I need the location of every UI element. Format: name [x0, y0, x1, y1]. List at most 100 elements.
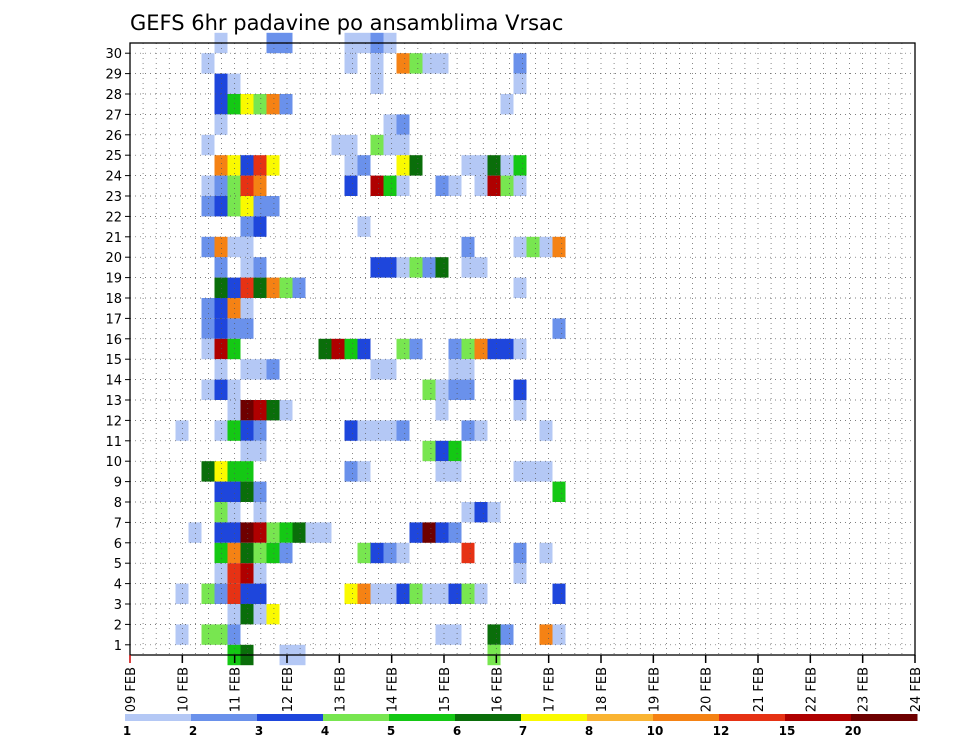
- heatmap-cell: [422, 257, 436, 278]
- heatmap-cell: [214, 522, 228, 543]
- heatmap-cell: [396, 155, 410, 176]
- colorbar-label: 12: [713, 724, 730, 738]
- y-tick-label: 7: [114, 516, 122, 531]
- heatmap-cell: [266, 604, 280, 625]
- heatmap-cell: [266, 94, 280, 115]
- colorbar-label: 6: [453, 724, 461, 738]
- heatmap-cell: [513, 155, 527, 176]
- heatmap-cell: [500, 624, 514, 645]
- heatmap-cell: [383, 420, 397, 441]
- x-tick-label: 21 FEB: [752, 667, 767, 712]
- heatmap-cell: [357, 461, 371, 482]
- y-tick-label: 30: [105, 47, 122, 62]
- x-tick-label: 18 FEB: [595, 667, 610, 712]
- heatmap-cell: [240, 257, 254, 278]
- heatmap-cell: [201, 338, 215, 360]
- heatmap-cell: [227, 563, 241, 584]
- heatmap-cell: [253, 257, 267, 278]
- heatmap-cell: [461, 379, 475, 400]
- colorbar-label: 8: [585, 724, 593, 738]
- heatmap-cell: [240, 481, 254, 502]
- heatmap-cell: [240, 94, 254, 115]
- x-tick-label: 20 FEB: [700, 667, 715, 712]
- colorbar-label: 4: [321, 724, 329, 738]
- colorbar-label: 1: [123, 724, 131, 738]
- heatmap-cell: [253, 583, 267, 604]
- y-tick-label: 3: [114, 598, 122, 613]
- heatmap-cell: [201, 379, 215, 400]
- heatmap-cell: [318, 522, 332, 543]
- heatmap-cell: [487, 338, 501, 360]
- heatmap-cell: [474, 175, 488, 196]
- heatmap-cell: [370, 175, 384, 196]
- heatmap-cell: [266, 277, 280, 298]
- heatmap-cell: [305, 522, 319, 543]
- heatmap-cell: [344, 175, 358, 196]
- heatmap-cell: [396, 542, 410, 564]
- heatmap-cell: [214, 175, 228, 196]
- x-tick-label: 14 FEB: [386, 667, 401, 712]
- colorbar-label: 15: [779, 724, 796, 738]
- heatmap-cell: [435, 175, 449, 196]
- heatmap-cell: [357, 155, 371, 176]
- heatmap-cell: [435, 379, 449, 400]
- heatmap-cell: [552, 236, 566, 258]
- heatmap-cell: [266, 155, 280, 176]
- heatmap-cell: [435, 624, 449, 645]
- heatmap-cell: [448, 583, 462, 604]
- chart-title: GEFS 6hr padavine po ansamblima Vrsac: [130, 11, 563, 35]
- heatmap-cell: [240, 604, 254, 625]
- y-tick-label: 25: [105, 149, 122, 164]
- heatmap-cell: [461, 338, 475, 360]
- heatmap-cell: [253, 155, 267, 176]
- y-tick-label: 9: [114, 476, 122, 491]
- colorbar-swatch: [125, 714, 192, 721]
- heatmap-cell: [344, 420, 358, 441]
- heatmap-cell: [253, 542, 267, 564]
- heatmap-cell: [253, 359, 267, 380]
- heatmap-cell: [370, 73, 384, 94]
- heatmap-cell: [422, 53, 436, 74]
- heatmap-cell: [539, 461, 553, 482]
- heatmap-cell: [227, 604, 241, 625]
- heatmap-cell: [240, 359, 254, 380]
- heatmap-cell: [214, 257, 228, 278]
- heatmap-cell: [409, 583, 423, 604]
- heatmap-cell: [552, 624, 566, 645]
- heatmap-cell: [422, 583, 436, 604]
- heatmap-cell: [227, 338, 241, 360]
- ticks-layer: 1234567891011121314151617181920212223242…: [105, 47, 924, 712]
- heatmap-cell: [396, 420, 410, 441]
- heatmap-cell: [409, 338, 423, 360]
- heatmap-cell: [474, 502, 488, 523]
- heatmap-cell: [227, 624, 241, 645]
- heatmap-cell: [331, 134, 345, 156]
- heatmap-cell: [552, 318, 566, 339]
- heatmap-cell: [552, 481, 566, 502]
- y-tick-label: 16: [105, 333, 122, 348]
- colorbar-swatch: [389, 714, 456, 721]
- heatmap-cell: [357, 216, 371, 237]
- heatmap-cell: [409, 53, 423, 74]
- heatmap-cell: [383, 257, 397, 278]
- y-tick-label: 2: [114, 618, 122, 633]
- y-tick-label: 13: [105, 394, 122, 409]
- heatmap-cell: [227, 175, 241, 196]
- heatmap-cell: [227, 379, 241, 400]
- heatmap-cell: [240, 196, 254, 217]
- heatmap-cell: [474, 338, 488, 360]
- heatmap-cell: [240, 583, 254, 604]
- heatmap-cell: [461, 542, 475, 564]
- heatmap-cell: [539, 420, 553, 441]
- heatmap-cell: [396, 53, 410, 74]
- colorbar-swatch: [587, 714, 654, 721]
- heatmap-cell: [370, 420, 384, 441]
- heatmap-cell: [227, 461, 241, 482]
- heatmap-cell: [370, 359, 384, 380]
- y-tick-label: 8: [114, 496, 122, 511]
- heatmap-cell: [201, 175, 215, 196]
- x-tick-label: 23 FEB: [857, 667, 872, 712]
- heatmap-cell: [214, 624, 228, 645]
- heatmap-cell: [500, 155, 514, 176]
